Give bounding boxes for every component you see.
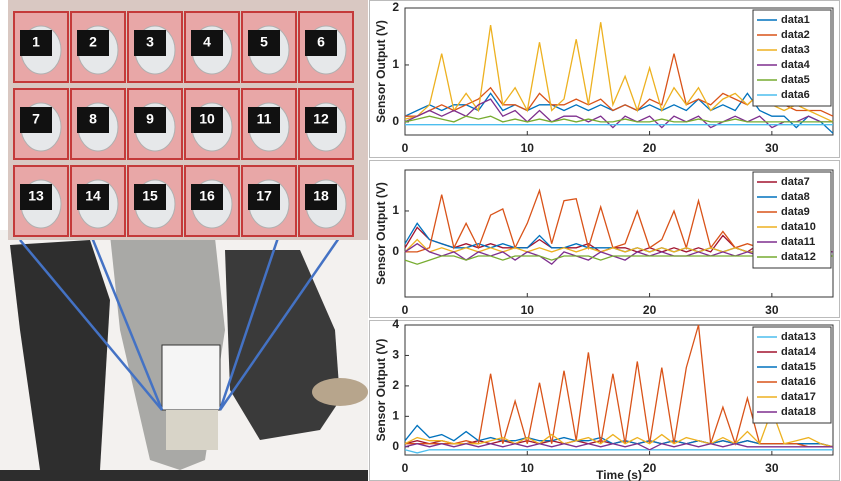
legend-label: data14 bbox=[781, 346, 817, 358]
pad-label: 16 bbox=[199, 188, 215, 204]
socket bbox=[162, 345, 220, 410]
legend-label: data18 bbox=[781, 406, 816, 418]
pad-label: 4 bbox=[203, 34, 211, 50]
y-tick-label: 0 bbox=[392, 439, 399, 453]
legend-label: data13 bbox=[781, 331, 816, 343]
legend-label: data6 bbox=[781, 89, 810, 101]
x-tick-label: 30 bbox=[765, 303, 779, 317]
legend-label: data3 bbox=[781, 44, 810, 56]
x-tick-label: 0 bbox=[402, 303, 409, 317]
prosthesis bbox=[166, 410, 218, 450]
y-tick-label: 4 bbox=[392, 317, 399, 331]
legend-label: data1 bbox=[781, 14, 810, 26]
y-tick-label: 3 bbox=[392, 348, 399, 362]
pad-label: 14 bbox=[85, 188, 101, 204]
pad-label: 13 bbox=[28, 188, 44, 204]
pad-label: 12 bbox=[313, 111, 329, 127]
pad-label: 1 bbox=[32, 34, 40, 50]
y-axis-label: Sensor Output (V) bbox=[374, 182, 388, 285]
legend-label: data15 bbox=[781, 361, 816, 373]
y-axis-label: Sensor Output (V) bbox=[374, 20, 388, 123]
pad-label: 8 bbox=[89, 111, 97, 127]
stool bbox=[312, 378, 368, 406]
x-tick-label: 10 bbox=[521, 461, 535, 475]
floor bbox=[0, 470, 368, 481]
y-axis-label: Sensor Output (V) bbox=[374, 339, 388, 442]
figure: 123456789101112131415161718 0120102030Se… bbox=[0, 0, 841, 481]
pad-label: 17 bbox=[256, 188, 272, 204]
legend-label: data5 bbox=[781, 74, 810, 86]
x-axis-label: Time (s) bbox=[596, 468, 642, 481]
legend-label: data8 bbox=[781, 191, 810, 203]
x-tick-label: 20 bbox=[643, 461, 657, 475]
y-tick-label: 2 bbox=[392, 0, 399, 14]
pad-label: 11 bbox=[257, 111, 272, 127]
legend-label: data9 bbox=[781, 206, 810, 218]
y-tick-label: 0 bbox=[392, 114, 399, 128]
legend-label: data4 bbox=[781, 59, 811, 71]
x-tick-label: 0 bbox=[402, 461, 409, 475]
pad-label: 5 bbox=[260, 34, 268, 50]
y-tick-label: 1 bbox=[392, 57, 399, 71]
pad-label: 18 bbox=[313, 188, 329, 204]
x-tick-label: 20 bbox=[643, 141, 657, 155]
y-tick-label: 0 bbox=[392, 244, 399, 258]
legend-label: data12 bbox=[781, 251, 816, 263]
pad-label: 9 bbox=[146, 111, 154, 127]
legend-label: data11 bbox=[781, 236, 815, 248]
legend-label: data10 bbox=[781, 221, 816, 233]
x-tick-label: 0 bbox=[402, 141, 409, 155]
x-tick-label: 10 bbox=[521, 303, 535, 317]
pad-label: 15 bbox=[142, 188, 158, 204]
x-tick-label: 30 bbox=[765, 461, 779, 475]
legend-label: data17 bbox=[781, 391, 816, 403]
legend-label: data7 bbox=[781, 176, 810, 188]
x-tick-label: 10 bbox=[521, 141, 535, 155]
legend-label: data2 bbox=[781, 29, 810, 41]
pad-label: 10 bbox=[199, 111, 215, 127]
pad-label: 3 bbox=[146, 34, 154, 50]
y-tick-label: 1 bbox=[392, 409, 399, 423]
pad-label: 6 bbox=[317, 34, 325, 50]
y-tick-label: 1 bbox=[392, 203, 399, 217]
legend-label: data16 bbox=[781, 376, 816, 388]
y-tick-label: 2 bbox=[392, 378, 399, 392]
pad-label: 7 bbox=[32, 111, 40, 127]
pad-label: 2 bbox=[89, 34, 97, 50]
x-tick-label: 30 bbox=[765, 141, 779, 155]
x-tick-label: 20 bbox=[643, 303, 657, 317]
